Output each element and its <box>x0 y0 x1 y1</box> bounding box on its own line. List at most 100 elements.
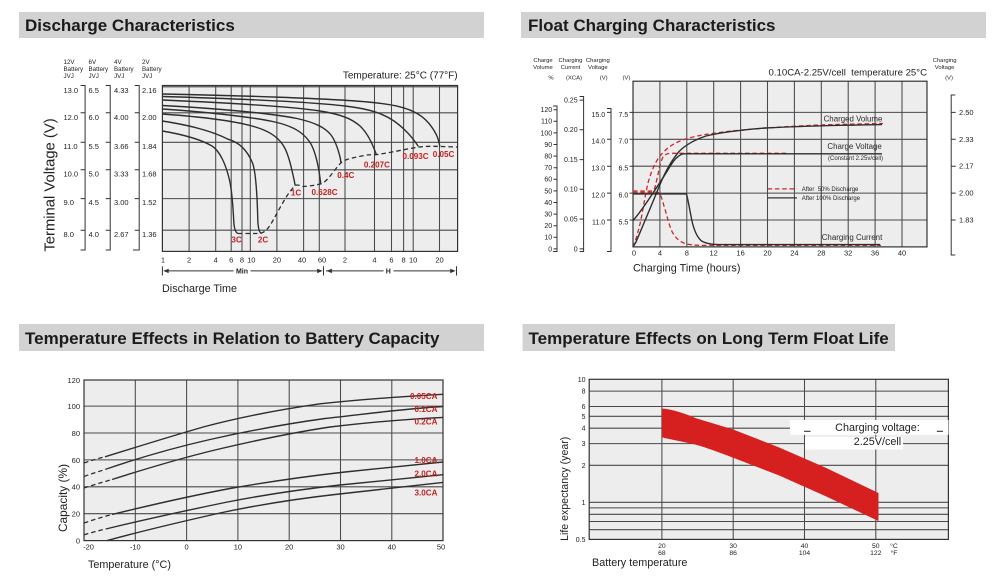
svg-text:1.36: 1.36 <box>142 230 157 239</box>
svg-text:0.2CA: 0.2CA <box>415 418 438 427</box>
svg-text:10: 10 <box>234 543 242 552</box>
svg-text:8: 8 <box>240 256 244 265</box>
svg-text:80: 80 <box>72 429 80 438</box>
svg-text:2: 2 <box>343 256 347 265</box>
svg-text:Battery temperature: Battery temperature <box>592 557 687 569</box>
svg-text:4.00: 4.00 <box>114 113 129 122</box>
svg-text:0.5: 0.5 <box>576 537 586 544</box>
svg-text:2.00: 2.00 <box>142 113 157 122</box>
svg-text:6: 6 <box>582 404 586 411</box>
svg-text:12.0: 12.0 <box>591 193 605 200</box>
svg-text:6.5: 6.5 <box>619 166 629 173</box>
svg-text:1.84: 1.84 <box>142 142 157 151</box>
svg-text:2.0CA: 2.0CA <box>415 470 438 479</box>
svg-text:10: 10 <box>544 235 552 242</box>
svg-text:4.33: 4.33 <box>114 86 129 95</box>
svg-text:86: 86 <box>729 550 737 557</box>
svg-text:5.5: 5.5 <box>89 142 99 151</box>
svg-text:120: 120 <box>541 107 553 114</box>
svg-text:Battery: Battery <box>89 66 110 73</box>
svg-text:JVJ: JVJ <box>114 73 124 80</box>
svg-text:40: 40 <box>898 248 906 257</box>
svg-text:1: 1 <box>161 256 165 265</box>
svg-text:12: 12 <box>710 248 718 257</box>
svg-text:10: 10 <box>247 256 255 265</box>
svg-text:Battery: Battery <box>64 66 85 73</box>
svg-text:(XCA): (XCA) <box>566 76 582 82</box>
svg-text:0.093C: 0.093C <box>403 152 429 161</box>
svg-text:100: 100 <box>541 130 553 137</box>
svg-text:1.0CA: 1.0CA <box>415 456 438 465</box>
svg-text:0.05: 0.05 <box>564 217 578 224</box>
svg-text:20: 20 <box>435 256 443 265</box>
svg-text:Voltage: Voltage <box>935 65 955 71</box>
svg-text:7.5: 7.5 <box>619 112 629 119</box>
svg-text:13.0: 13.0 <box>591 166 605 173</box>
svg-text:°F: °F <box>891 549 898 557</box>
svg-text:0: 0 <box>548 246 552 253</box>
svg-text:Battery: Battery <box>142 66 163 73</box>
svg-text:4: 4 <box>372 256 376 265</box>
svg-text:6V: 6V <box>89 59 97 66</box>
svg-text:6: 6 <box>229 256 233 265</box>
svg-text:40: 40 <box>388 543 396 552</box>
svg-text:0.1CA: 0.1CA <box>415 405 438 414</box>
svg-text:3.0CA: 3.0CA <box>415 489 438 498</box>
svg-text:3C: 3C <box>231 236 242 245</box>
svg-text:Charging: Charging <box>559 58 583 64</box>
svg-text:20: 20 <box>544 223 552 230</box>
svg-text:0: 0 <box>574 246 578 253</box>
svg-text:4.5: 4.5 <box>89 198 99 207</box>
svg-text:Volume: Volume <box>533 65 553 71</box>
svg-text:4V: 4V <box>114 59 122 66</box>
svg-text:20: 20 <box>285 543 293 552</box>
svg-text:60: 60 <box>318 256 326 265</box>
svg-text:Charging: Charging <box>586 58 610 64</box>
svg-text:40: 40 <box>72 483 80 492</box>
svg-text:11.0: 11.0 <box>592 219 605 226</box>
svg-text:13.0: 13.0 <box>64 86 79 95</box>
svg-text:H: H <box>386 269 391 276</box>
svg-text:Voltage: Voltage <box>588 65 608 71</box>
svg-text:2.25V/cell: 2.25V/cell <box>854 436 901 448</box>
svg-text:JVJ: JVJ <box>64 73 74 80</box>
svg-text:30: 30 <box>336 543 344 552</box>
svg-text:30: 30 <box>729 543 737 550</box>
svg-text:2.67: 2.67 <box>114 230 129 239</box>
svg-text:10: 10 <box>578 377 586 384</box>
svg-text:9.0: 9.0 <box>64 198 74 207</box>
svg-text:Charging Time (hours): Charging Time (hours) <box>633 263 740 275</box>
svg-text:Charged Volume: Charged Volume <box>824 114 883 123</box>
svg-text:Charge Voltage: Charge Voltage <box>827 142 882 151</box>
svg-text:1: 1 <box>582 500 586 507</box>
svg-text:2: 2 <box>582 463 586 470</box>
svg-text:1.68: 1.68 <box>142 170 157 179</box>
svg-text:14.0: 14.0 <box>591 139 605 146</box>
svg-text:60: 60 <box>544 177 552 184</box>
svg-text:Charging: Charging <box>933 58 957 64</box>
svg-text:0.15: 0.15 <box>564 157 578 164</box>
svg-text:2.17: 2.17 <box>959 162 974 171</box>
svg-text:(V): (V) <box>622 76 630 82</box>
svg-text:8: 8 <box>685 248 689 257</box>
svg-text:Battery: Battery <box>114 66 135 73</box>
svg-text:15.0: 15.0 <box>591 112 605 119</box>
svg-text:2.33: 2.33 <box>959 135 974 144</box>
svg-text:3.33: 3.33 <box>114 170 129 179</box>
svg-text:1.52: 1.52 <box>142 198 157 207</box>
svg-text:10: 10 <box>409 256 417 265</box>
svg-text:8: 8 <box>582 389 586 396</box>
svg-text:4: 4 <box>214 256 218 265</box>
svg-text:12.0: 12.0 <box>64 113 79 122</box>
svg-text:Charging voltage:: Charging voltage: <box>835 422 920 434</box>
svg-text:20: 20 <box>72 510 80 519</box>
svg-text:1.83: 1.83 <box>959 216 974 225</box>
svg-text:36: 36 <box>871 248 879 257</box>
svg-text:After 100% Discharge: After 100% Discharge <box>802 196 861 202</box>
svg-text:5: 5 <box>582 414 586 421</box>
svg-text:2: 2 <box>187 256 191 265</box>
svg-text:122: 122 <box>870 550 882 557</box>
svg-text:0.10CA-2.25V/cell temperature: 0.10CA-2.25V/cell temperature 25°C <box>769 68 928 79</box>
svg-text:30: 30 <box>544 212 552 219</box>
svg-text:Min: Min <box>236 269 248 276</box>
